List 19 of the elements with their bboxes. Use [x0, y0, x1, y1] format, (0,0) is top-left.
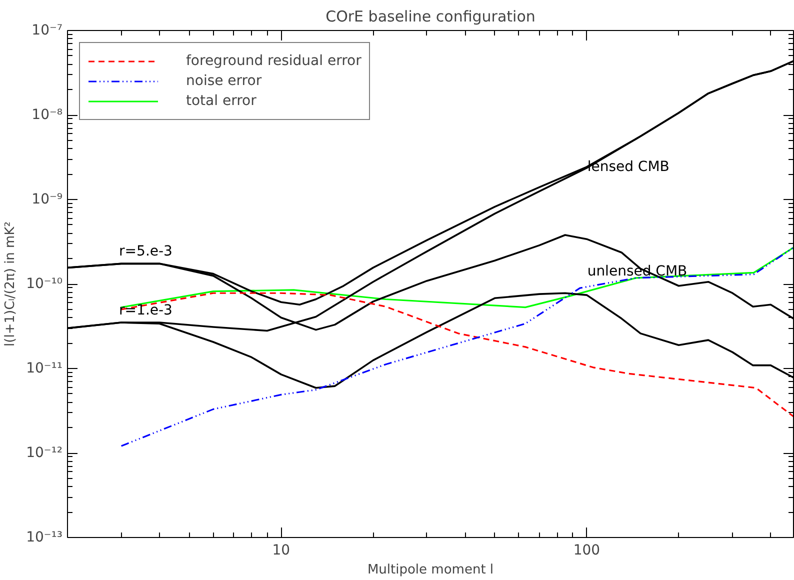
- annotation: r=1.e-3: [119, 302, 172, 318]
- y-tick-label: 10⁻¹¹: [26, 360, 63, 376]
- x-tick-label: 10: [272, 542, 290, 558]
- annotation: unlensed CMB: [587, 263, 688, 280]
- y-tick-label: 10⁻¹⁰: [26, 276, 63, 292]
- y-tick-label: 10⁻⁷: [32, 22, 63, 38]
- annotation: r=5.e-3: [119, 244, 172, 260]
- legend-label: noise error: [186, 73, 262, 89]
- y-tick-label: 10⁻⁹: [32, 192, 63, 208]
- chart-title: COrE baseline configuration: [326, 8, 536, 26]
- legend-label: total error: [186, 93, 256, 109]
- legend-label: foreground residual error: [186, 53, 362, 69]
- y-tick-label: 10⁻⁸: [32, 107, 63, 123]
- y-axis-title: l(l+1)Cₗ/(2π) in mK²: [3, 222, 18, 346]
- y-tick-label: 10⁻¹³: [26, 530, 63, 546]
- y-tick-label: 10⁻¹²: [26, 445, 63, 461]
- annotation: lensed CMB: [587, 158, 670, 175]
- x-axis-title: Multipole moment l: [367, 562, 494, 578]
- x-tick-label: 100: [573, 542, 600, 558]
